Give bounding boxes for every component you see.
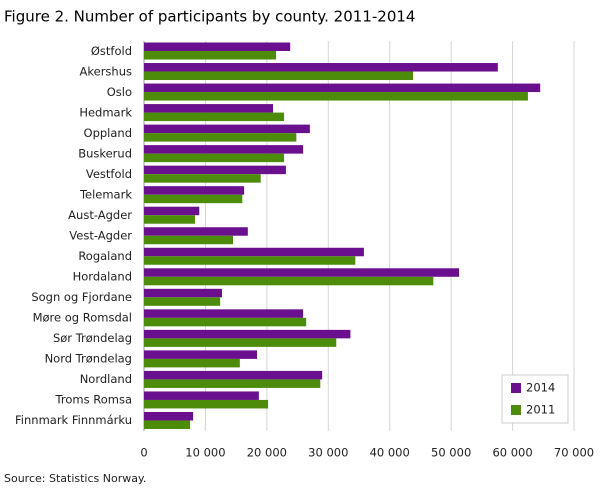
y-tick-label: Oppland	[84, 126, 132, 140]
chart-title: Figure 2. Number of participants by coun…	[4, 8, 415, 26]
bar	[144, 235, 234, 245]
bar	[144, 309, 304, 318]
y-tick-label: Hordaland	[73, 270, 132, 284]
y-tick-label: Oslo	[107, 85, 132, 99]
bar	[144, 215, 195, 224]
bar	[144, 186, 245, 195]
x-tick-label: 40 000	[370, 446, 410, 460]
bar	[144, 247, 364, 257]
y-tick-label: Nord Trøndelag	[45, 352, 132, 366]
bar	[144, 194, 243, 204]
y-tick-label: Sør Trøndelag	[53, 331, 132, 345]
bar	[144, 358, 240, 368]
bar	[144, 51, 277, 60]
y-tick-label: Vestfold	[86, 167, 132, 181]
bar	[144, 42, 291, 51]
y-tick-label: Sogn og Fjordane	[31, 290, 132, 304]
bar	[144, 338, 337, 347]
bar	[144, 391, 259, 400]
bar	[144, 112, 285, 122]
x-tick-label: 0	[140, 446, 147, 460]
bar	[144, 133, 297, 142]
bar	[144, 370, 323, 380]
y-tick-label: Hedmark	[79, 105, 132, 119]
bar	[144, 288, 223, 298]
y-tick-label: Finnmark Finnmárku	[15, 413, 132, 427]
legend-label: 2014	[526, 381, 555, 395]
bar	[144, 174, 261, 183]
bar	[144, 71, 414, 81]
bar	[144, 399, 269, 409]
y-tick-label: Troms Romsa	[55, 393, 132, 407]
y-tick-label: Rogaland	[78, 249, 132, 263]
bar	[144, 92, 528, 101]
y-tick-label: Vest-Agder	[69, 229, 132, 243]
x-tick-label: 20 000	[247, 446, 287, 460]
bar	[144, 124, 310, 134]
y-tick-label: Buskerud	[78, 146, 132, 160]
bar	[144, 350, 258, 359]
bar	[144, 256, 356, 265]
bar	[144, 329, 351, 339]
bar	[144, 145, 304, 154]
legend-swatch	[511, 383, 521, 393]
bar	[144, 63, 498, 72]
bar	[144, 165, 286, 175]
y-tick-label: Akershus	[80, 64, 132, 78]
y-tick-label: Østfold	[91, 44, 132, 58]
legend-label: 2011	[526, 403, 555, 417]
x-tick-label: 10 000	[185, 446, 225, 460]
y-tick-label: Nordland	[80, 372, 132, 386]
y-tick-label: Møre og Romsdal	[33, 311, 132, 325]
bar	[144, 411, 194, 421]
bar	[144, 420, 191, 429]
y-tick-label: Aust-Agder	[68, 208, 132, 222]
x-tick-label: 50 000	[431, 446, 471, 460]
bar	[144, 206, 200, 216]
legend-swatch	[511, 405, 521, 415]
bar	[144, 317, 307, 327]
x-tick-label: 60 000	[492, 446, 532, 460]
bar	[144, 153, 285, 163]
x-tick-label: 30 000	[308, 446, 348, 460]
bar	[144, 104, 273, 113]
bar	[144, 227, 248, 236]
bar	[144, 379, 321, 388]
y-tick-label: Telemark	[79, 187, 132, 201]
bar	[144, 276, 434, 286]
bar	[144, 268, 460, 277]
bar	[144, 83, 541, 93]
x-tick-label: 70 000	[554, 446, 594, 460]
source: Source: Statistics Norway.	[4, 472, 146, 485]
bar	[144, 297, 221, 306]
